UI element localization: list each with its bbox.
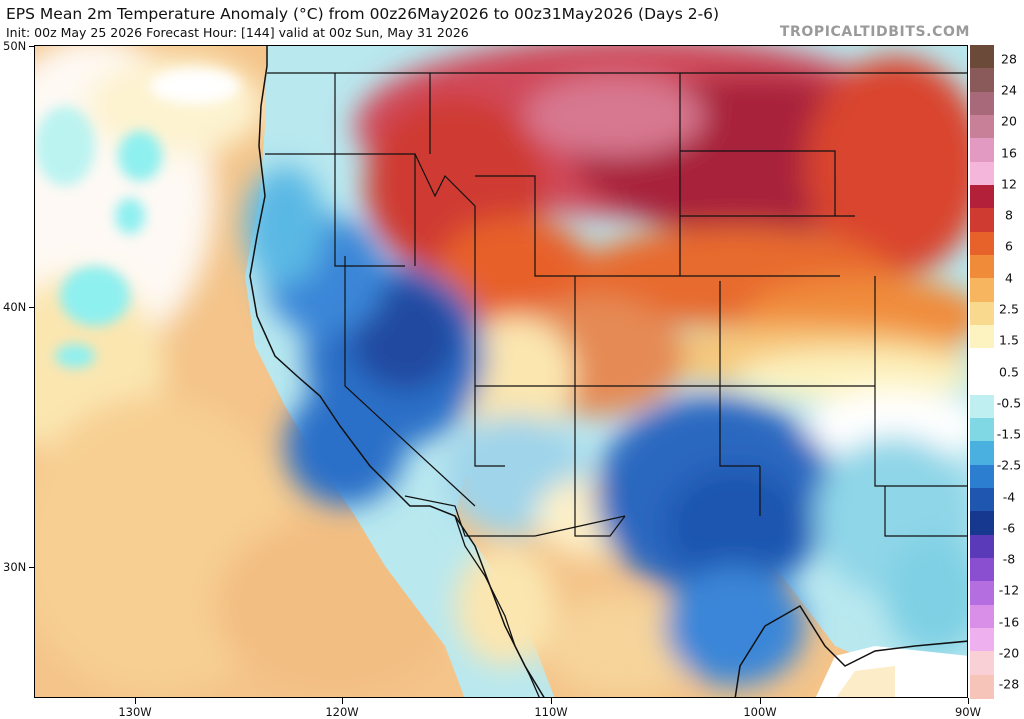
lon-label-100w: 100W: [743, 705, 777, 719]
chart-title: EPS Mean 2m Temperature Anomaly (°C) fro…: [6, 5, 720, 23]
colorbar-segment: [970, 184, 994, 209]
colorbar-segment: [970, 674, 994, 699]
colorbar-segment: [970, 534, 994, 559]
lon-label-110w: 110W: [534, 705, 568, 719]
colorbar-tick-label: 2.5: [999, 301, 1019, 317]
colorbar-segment: [970, 91, 994, 116]
chart-subtitle: Init: 00z May 25 2026 Forecast Hour: [14…: [6, 25, 469, 40]
gulf-of-california-coast: [454, 515, 540, 697]
lat-label-30n: 30N: [3, 560, 27, 574]
colorbar-tick-label: 12: [1001, 176, 1017, 192]
colorbar-segment: [970, 511, 994, 536]
colorbar: [970, 45, 994, 699]
colorbar-tick-label: -6: [1002, 520, 1016, 536]
colorbar-segment: [970, 464, 994, 489]
land-anomaly-field: [245, 46, 967, 697]
colorbar-tick-label: -28: [998, 676, 1020, 692]
colorbar-tick-label: -1.5: [996, 426, 1022, 442]
lat-tick-50n: [29, 46, 34, 47]
ocean-cool-patches: [35, 68, 240, 368]
colorbar-segment: [970, 441, 994, 466]
lat-tick-30n: [29, 567, 34, 568]
colorbar-segment: [970, 488, 994, 512]
lon-label-120w: 120W: [325, 705, 359, 719]
colorbar-tick-label: -0.5: [996, 395, 1022, 411]
colorbar-tick-label: -8: [1002, 551, 1016, 567]
colorbar-tick-label: 6: [1005, 238, 1013, 254]
pacific-coastline: [249, 46, 545, 697]
colorbar-tick-label: 0.5: [999, 364, 1019, 379]
state-borders: [265, 72, 967, 537]
lat-label-40n: 40N: [3, 300, 27, 314]
colorbar-segment: [970, 45, 994, 69]
colorbar-tick-label: -12: [998, 582, 1020, 598]
colorbar-tick-label: 20: [1001, 113, 1017, 129]
colorbar-tick-label: -16: [998, 614, 1020, 629]
colorbar-segment: [970, 604, 994, 629]
colorbar-tick-label: 4: [1005, 270, 1013, 286]
lon-tick-90w: [968, 698, 969, 704]
lat-label-50n: 50N: [3, 39, 27, 53]
lon-tick-110w: [551, 698, 552, 704]
colorbar-segment: [970, 348, 994, 373]
lon-tick-130w: [135, 698, 136, 704]
colorbar-segment: [970, 651, 994, 676]
colorbar-segment: [970, 231, 994, 256]
lon-tick-120w: [342, 698, 343, 704]
lon-tick-100w: [760, 698, 761, 704]
colorbar-segment: [970, 254, 994, 279]
colorbar-tick-label: -20: [998, 645, 1020, 661]
colorbar-segment: [970, 558, 994, 582]
lon-label-130w: 130W: [118, 705, 152, 719]
colorbar-segment: [970, 68, 994, 93]
colorbar-tick-label: 24: [1001, 82, 1017, 98]
colorbar-segment: [970, 628, 994, 652]
temperature-anomaly-map: [34, 45, 968, 698]
lon-label-90w: 90W: [954, 705, 982, 719]
colorbar-tick-label: 28: [1001, 51, 1017, 67]
colorbar-tick-label: 16: [1001, 145, 1017, 161]
colorbar-tick-label: 8: [1005, 207, 1013, 223]
colorbar-tick-label: -2.5: [996, 457, 1022, 473]
colorbar-segment: [970, 208, 994, 233]
brand-watermark: TROPICALTIDBITS.COM: [779, 24, 970, 40]
colorbar-tick-label: -4: [1002, 489, 1016, 504]
colorbar-segment: [970, 114, 994, 139]
colorbar-segment: [970, 138, 994, 163]
colorbar-segment: [970, 581, 994, 606]
colorbar-segment: [970, 324, 994, 349]
colorbar-segment: [970, 301, 994, 326]
colorbar-segment: [970, 394, 994, 419]
lat-tick-40n: [29, 307, 34, 308]
map-canvas: [35, 46, 967, 697]
colorbar-segment: [970, 371, 994, 396]
colorbar-tick-label: 1.5: [999, 332, 1019, 348]
colorbar-segment: [970, 278, 994, 303]
colorbar-segment: [970, 418, 994, 443]
colorbar-segment: [970, 161, 994, 186]
gulf-coastline: [734, 604, 967, 697]
